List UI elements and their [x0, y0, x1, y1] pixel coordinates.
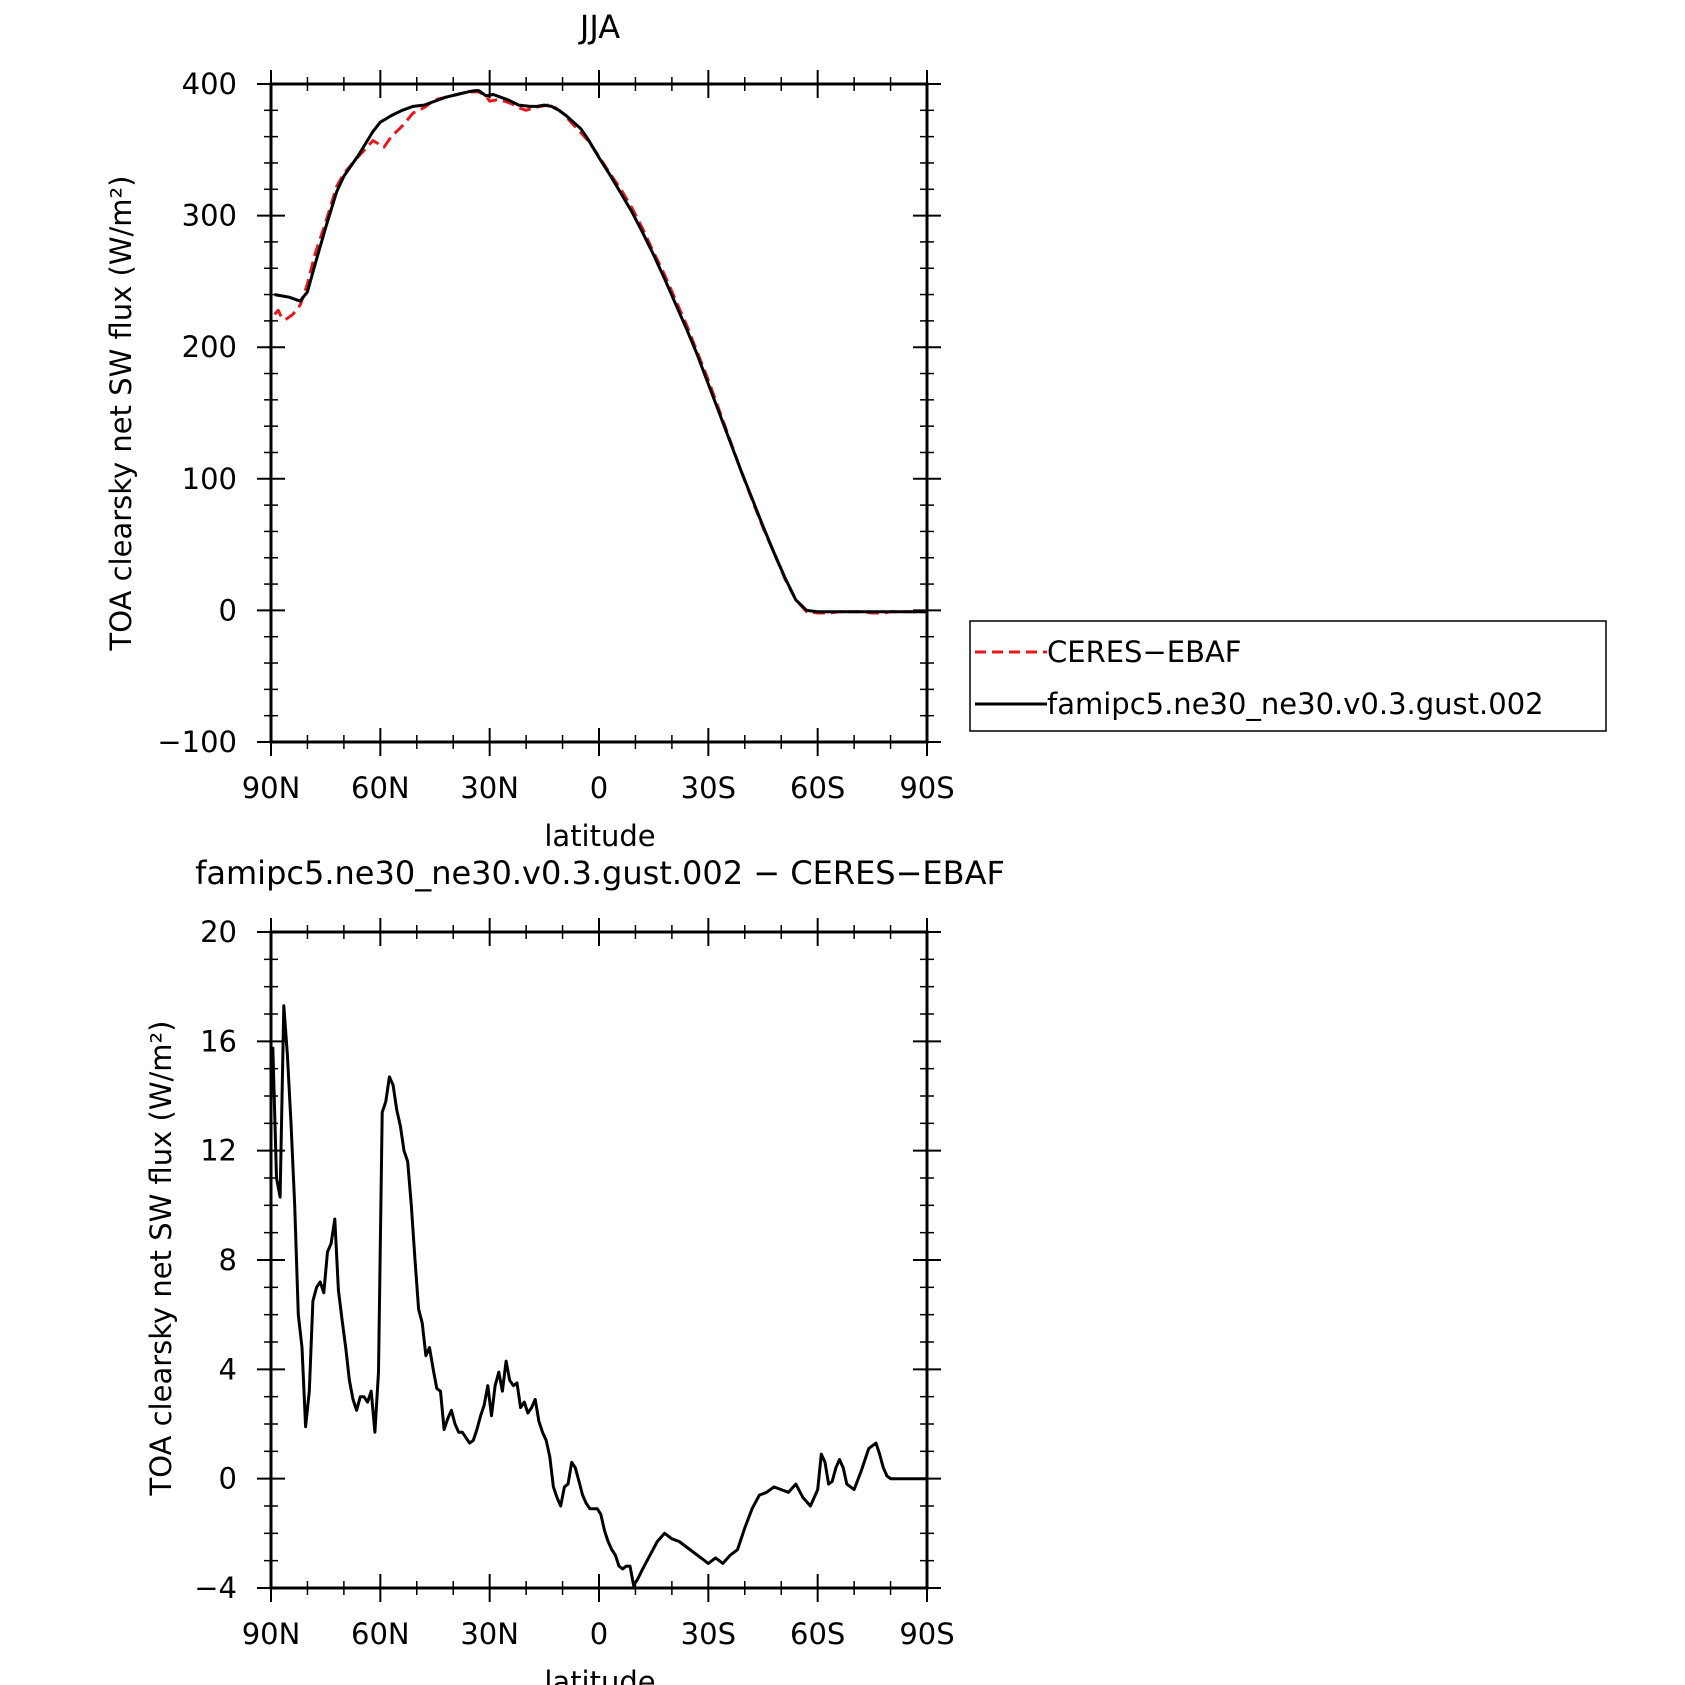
top-y-tick-label: 400	[182, 67, 237, 101]
top-y-tick-label: 0	[219, 593, 237, 627]
top-series-line-ceres	[273, 90, 927, 615]
top-x-axis-title: latitude	[544, 819, 655, 853]
bottom-x-tick-label: 30S	[681, 1617, 736, 1651]
bottom-y-axis-title: TOA clearsky net SW flux (W/m²)	[144, 1021, 178, 1497]
bottom-y-tick-label: −4	[194, 1571, 237, 1605]
top-series-group	[273, 89, 927, 615]
top-x-tick-label: 30N	[460, 771, 519, 805]
bottom-axis-ticks	[257, 918, 941, 1602]
bottom-x-tick-label: 60S	[790, 1617, 845, 1651]
top-x-tick-labels: 90N 60N 30N 0 30S 60S 90S	[242, 771, 955, 805]
top-axis-ticks	[257, 70, 941, 756]
top-y-tick-label: 200	[182, 330, 237, 364]
top-panel-title: JJA	[578, 8, 620, 46]
top-x-tick-label: 90N	[242, 771, 301, 805]
top-x-tick-label: 60N	[351, 771, 410, 805]
bottom-x-tick-label: 90S	[899, 1617, 954, 1651]
bottom-panel-title: famipc5.ne30_ne30.v0.3.gust.002 − CERES−…	[195, 854, 1005, 892]
legend-box	[969, 620, 1607, 732]
bottom-y-tick-label: 4	[219, 1352, 237, 1386]
bottom-y-tick-label: 12	[200, 1134, 237, 1168]
top-x-tick-label: 0	[590, 771, 608, 805]
bottom-x-tick-label: 90N	[242, 1617, 301, 1651]
top-x-tick-label: 60S	[790, 771, 845, 805]
top-plot-frame	[269, 82, 929, 744]
top-y-tick-label: 100	[182, 462, 237, 496]
legend-label-ceres: CERES−EBAF	[1047, 635, 1242, 669]
top-x-tick-label: 30S	[681, 771, 736, 805]
bottom-x-tick-labels: 90N 60N 30N 0 30S 60S 90S	[242, 1617, 955, 1651]
bottom-x-axis-title: latitude	[544, 1665, 655, 1685]
bottom-y-tick-label: 8	[219, 1243, 237, 1277]
legend-label-model: famipc5.ne30_ne30.v0.3.gust.002	[1047, 687, 1544, 721]
legend: CERES−EBAF famipc5.ne30_ne30.v0.3.gust.0…	[969, 620, 1607, 732]
top-y-axis-title: TOA clearsky net SW flux (W/m²)	[104, 176, 138, 652]
bottom-y-tick-label: 20	[200, 915, 237, 949]
top-y-tick-labels: −100 0 100 200 300 400	[157, 67, 237, 759]
bottom-series-group	[271, 1004, 927, 1587]
bottom-y-tick-labels: −4 0 4 8 12 16 20	[194, 915, 237, 1605]
bottom-plot-frame	[269, 930, 929, 1590]
bottom-panel: famipc5.ne30_ne30.v0.3.gust.002 − CERES−…	[144, 854, 1005, 1685]
top-y-tick-label: 300	[182, 199, 237, 233]
bottom-y-tick-label: 16	[200, 1024, 237, 1058]
top-series-line-model	[274, 89, 927, 614]
bottom-y-tick-label: 0	[219, 1462, 237, 1496]
bottom-series-line-model	[271, 1004, 927, 1587]
top-y-tick-label: −100	[157, 725, 237, 759]
bottom-x-tick-label: 60N	[351, 1617, 410, 1651]
top-x-tick-label: 90S	[899, 771, 954, 805]
bottom-x-tick-label: 0	[590, 1617, 608, 1651]
bottom-x-tick-label: 30N	[460, 1617, 519, 1651]
